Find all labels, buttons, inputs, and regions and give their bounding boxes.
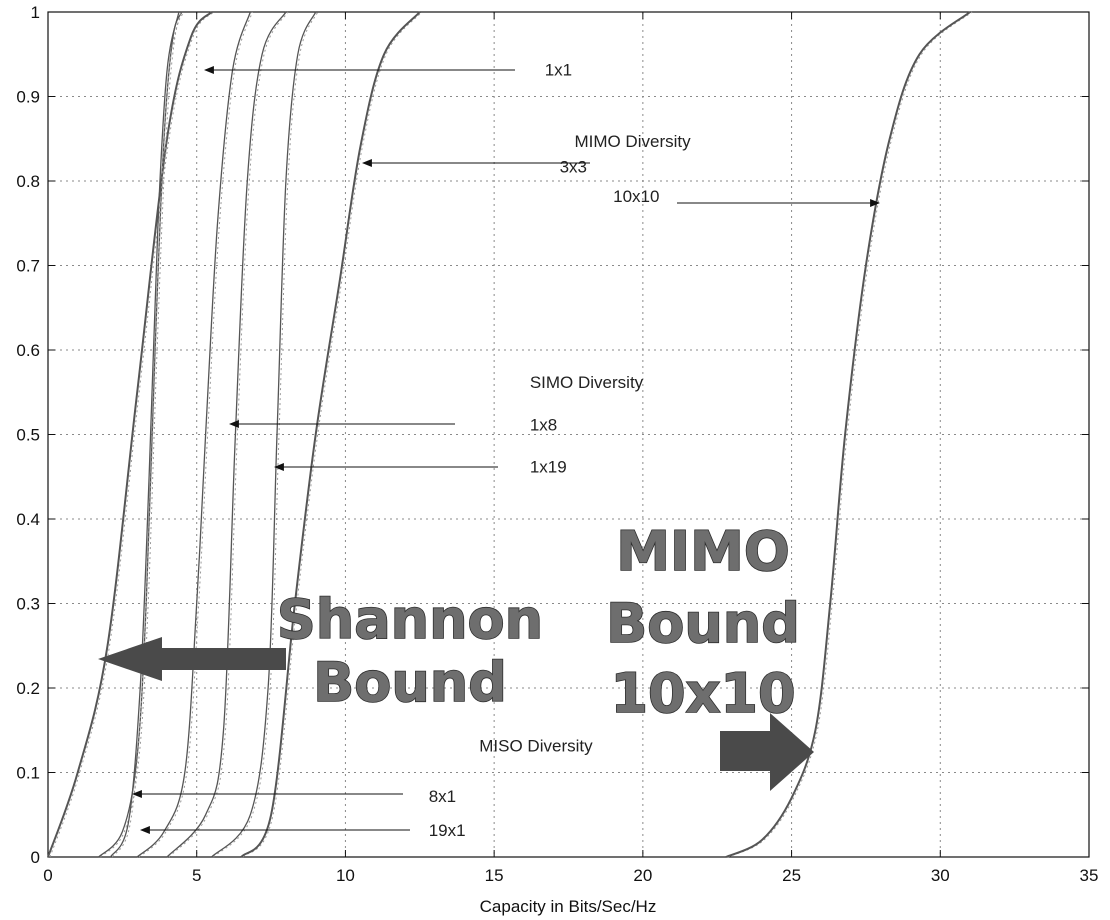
y-tick-label: 0.2 xyxy=(16,679,40,698)
series-line xyxy=(166,11,287,858)
y-tick-label: 0.9 xyxy=(16,88,40,107)
x-tick-label: 20 xyxy=(633,866,652,885)
annotation-label: 3x3 xyxy=(560,158,587,177)
annotations: 1x1 MIMO Diversity 3x3 10x10 SIMO Diversity 1… xyxy=(429,60,691,840)
annotation-label: 1x19 xyxy=(530,458,567,477)
series-line xyxy=(211,11,317,858)
x-tick-label: 15 xyxy=(485,866,504,885)
shannon-bound-label-line2: Bound xyxy=(313,651,507,714)
series-line-dotted xyxy=(49,11,214,858)
series-line xyxy=(47,11,213,858)
x-axis-label: Capacity in Bits/Sec/Hz xyxy=(480,897,657,916)
series-line-dotted xyxy=(100,11,185,858)
x-tick-label: 30 xyxy=(931,866,950,885)
mimo-bound-label-line3: 10x10 xyxy=(610,662,795,725)
series-line-dotted xyxy=(168,11,289,858)
annotation-label: 19x1 xyxy=(429,821,466,840)
x-tick-label: 5 xyxy=(192,866,201,885)
annotation-label: SIMO Diversity xyxy=(530,373,644,392)
series-line xyxy=(725,11,971,858)
y-tick-label: 0.1 xyxy=(16,764,40,783)
annotation-label: 1x8 xyxy=(530,415,557,434)
x-tick-label: 35 xyxy=(1080,866,1099,885)
y-tick-label: 0.8 xyxy=(16,172,40,191)
y-tick-label: 0.6 xyxy=(16,341,40,360)
series-line xyxy=(136,11,251,858)
annotation-label: MIMO Diversity xyxy=(574,132,691,151)
annotation-arrows xyxy=(132,66,880,834)
series-line-dotted xyxy=(112,11,182,858)
series-line xyxy=(240,11,421,858)
y-tick-label: 1 xyxy=(31,3,40,22)
series-lines xyxy=(47,11,973,858)
y-tick-label: 0 xyxy=(31,848,40,867)
mimo-bound-label-line1: MIMO xyxy=(616,520,789,583)
annotation-label: 10x10 xyxy=(613,187,659,206)
series-line-dotted xyxy=(727,11,973,858)
series-line-dotted xyxy=(138,11,253,858)
grid xyxy=(48,12,1089,857)
axis-ticks: 0 5 10 15 20 25 30 35 0 0.1 0.2 0.3 0.4 0.5 0.6 0.7 0.8 0… xyxy=(16,3,1098,885)
series-line-dotted xyxy=(213,11,319,858)
shannon-bound-arrow xyxy=(98,637,286,681)
mimo-bound-label-line2: Bound xyxy=(606,592,800,655)
series-line xyxy=(109,11,180,858)
annotation-label: 1x1 xyxy=(545,60,572,79)
y-tick-label: 0.3 xyxy=(16,595,40,614)
x-tick-label: 25 xyxy=(782,866,801,885)
annotation-label: MISO Diversity xyxy=(479,736,593,755)
x-tick-label: 10 xyxy=(336,866,355,885)
mimo-bound-arrow xyxy=(720,713,814,791)
annotation-label: 8x1 xyxy=(429,787,456,806)
y-tick-label: 0.4 xyxy=(16,510,40,529)
x-tick-label: 0 xyxy=(43,866,52,885)
shannon-bound-label-line1: Shannon xyxy=(277,588,543,651)
y-tick-label: 0.5 xyxy=(16,426,40,445)
y-tick-label: 0.7 xyxy=(16,257,40,276)
